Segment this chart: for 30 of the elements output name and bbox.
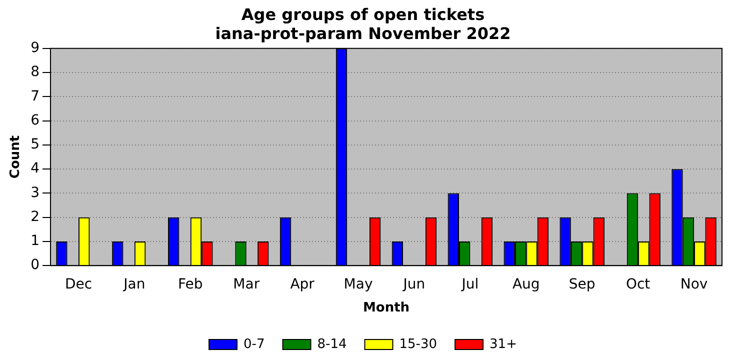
legend-label: 0-7 — [244, 336, 265, 352]
legend-label: 8-14 — [317, 336, 347, 352]
y-tick-label: 1 — [30, 233, 40, 250]
x-tick-label: Nov — [680, 276, 708, 293]
x-tick-label: Dec — [64, 276, 92, 293]
chart-subtitle: iana-prot-param November 2022 — [215, 24, 511, 43]
x-tick-label: Jul — [460, 276, 479, 293]
x-tick-label: Apr — [290, 276, 315, 293]
y-tick-label: 6 — [30, 112, 40, 128]
y-axis-title: Count — [8, 135, 24, 179]
x-tick-label: Feb — [178, 276, 203, 293]
y-tick-label: 2 — [30, 208, 40, 225]
y-tick-label: 3 — [30, 184, 40, 201]
chart-title: Age groups of open tickets — [241, 4, 485, 24]
legend-label: 31+ — [490, 336, 517, 352]
x-tick-label: Jun — [402, 276, 426, 293]
x-tick-label: Mar — [233, 276, 260, 293]
y-tick-label: 0 — [30, 257, 40, 274]
x-tick-label: Sep — [568, 276, 596, 293]
y-tick-label: 7 — [30, 88, 40, 104]
x-tick-label: Oct — [626, 276, 651, 293]
x-axis-title: Month — [362, 300, 410, 316]
x-tick-label: May — [344, 276, 373, 293]
legend-label: 15-30 — [399, 336, 438, 352]
y-tick-label: 5 — [30, 136, 40, 153]
y-tick-label: 9 — [30, 40, 40, 56]
x-tick-label: Jan — [122, 276, 146, 293]
x-tick-label: Aug — [512, 276, 540, 293]
y-tick-label: 8 — [30, 64, 40, 80]
y-tick-label: 4 — [30, 160, 40, 177]
